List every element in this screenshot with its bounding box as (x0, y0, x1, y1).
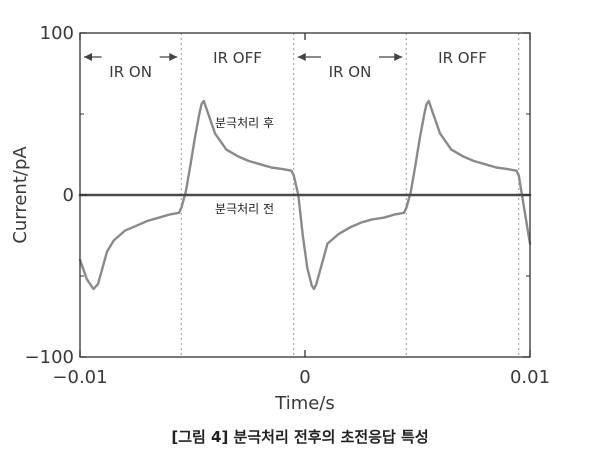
phase-labels: IR ON IR OFF IR ON IR OFF (84, 49, 487, 82)
x-tick-label: 0 (299, 367, 310, 388)
y-tick-label: 100 (40, 23, 74, 44)
phase-label-ir-off: IR OFF (213, 49, 262, 67)
y-axis-title: Current/pA (10, 146, 31, 244)
series-annotation-1: 분극처리 전 (215, 202, 274, 216)
series-layer (78, 99, 532, 291)
phase-label-bg (101, 52, 160, 82)
x-tick-label: 0.01 (510, 367, 550, 388)
phase-label-ir-off: IR OFF (438, 49, 487, 67)
phase-label-ir-on: IR ON (329, 63, 372, 81)
series-annotation-0: 분극처리 후 (215, 116, 274, 130)
phase-label-bg (321, 52, 379, 82)
phase-label-ir-on: IR ON (109, 63, 152, 81)
figure-caption: [그림 4] 분극처리 전후의 초전응답 특성 (171, 428, 429, 446)
series-line-0 (78, 99, 532, 291)
x-tick-label: −0.01 (52, 367, 107, 388)
axis-ticks: −100 0 100 −0.01 0 0.01 (25, 23, 550, 388)
y-tick-label: −100 (25, 347, 74, 368)
x-axis-title: Time/s (274, 393, 335, 414)
y-tick-label: 0 (63, 185, 74, 206)
chart: −100 0 100 −0.01 0 0.01 IR ON IR OFF IR ON IR OF… (10, 23, 550, 414)
